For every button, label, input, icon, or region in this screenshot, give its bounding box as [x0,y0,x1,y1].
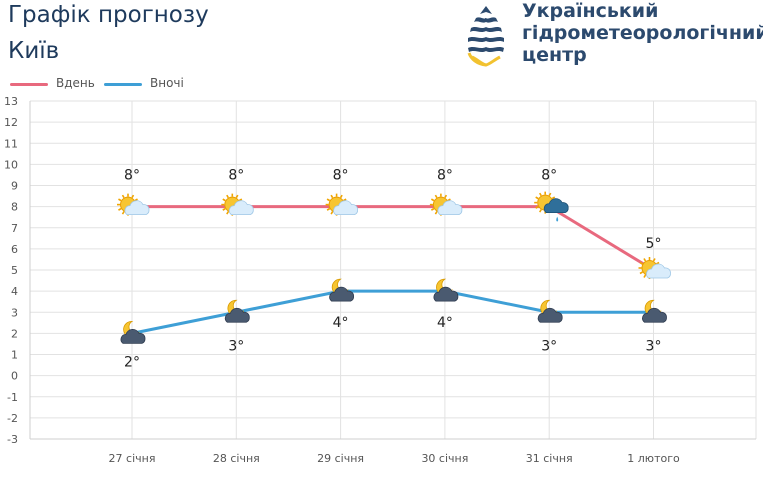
moon-cloud-icon [537,299,563,323]
x-tick-label: 31 січня [526,452,573,465]
sun-cloud-icon [117,193,150,216]
data-label-day: 8° [541,168,557,184]
y-tick-label: -3 [7,433,18,446]
x-tick-label: 27 січня [109,452,156,465]
organization-name-line3: центр [522,44,587,66]
legend-day-swatch [10,83,48,86]
sun-cloud-icon [429,193,463,216]
moon-cloud-icon [329,278,355,302]
organization-logo-block: Український гідрометеорологічний центр [462,0,763,72]
organization-name-line2: гідрометеорологічний [522,22,763,44]
page-title: Графік прогнозу [8,2,209,28]
data-label-night: 4° [437,315,453,331]
y-tick-label: 7 [11,222,18,235]
moon-cloud-icon [120,320,146,344]
y-tick-label: -1 [7,391,18,404]
series-line-day [132,205,655,272]
y-tick-label: 6 [11,243,18,256]
data-label-day: 8° [437,168,453,184]
y-tick-label: 12 [4,116,18,129]
data-label-night: 3° [541,338,557,354]
data-label-day: 8° [228,168,244,184]
data-label-day: 8° [333,168,349,184]
organization-name-line1: Український [522,0,659,22]
sun-cloud-icon [325,193,359,216]
data-label-night: 3° [228,338,244,354]
data-label-day: 8° [124,168,140,184]
y-tick-label: -2 [7,412,18,425]
data-label-night: 4° [333,315,349,331]
x-tick-label: 28 січня [213,452,260,465]
water-drop-logo-icon [467,6,504,67]
legend-night-swatch [104,83,142,86]
data-label-night: 3° [646,338,662,354]
y-tick-label: 4 [11,285,18,298]
sun-cloud-icon [638,257,671,279]
x-tick-label: 30 січня [421,452,468,465]
y-tick-label: 1 [11,349,18,362]
organization-name: Український гідрометеорологічний центр [522,0,763,66]
sun-cloud-icon [221,193,254,216]
moon-cloud-icon [433,278,459,302]
y-tick-label: 5 [11,264,18,277]
y-tick-label: 0 [11,370,18,383]
y-tick-label: 3 [11,306,18,319]
moon-cloud-icon [642,299,667,323]
y-tick-label: 8 [11,201,18,214]
x-tick-label: 1 лютого [627,452,680,465]
x-tick-label: 29 січня [317,452,364,465]
data-label-night: 2° [124,354,140,370]
series-line-night [131,289,654,335]
y-tick-label: 9 [11,180,18,193]
city-name: Київ [8,38,60,64]
data-label-day: 5° [646,236,662,252]
legend-day-label: Вдень [56,76,95,90]
y-tick-label: 13 [4,95,18,108]
moon-cloud-icon [224,299,250,323]
legend-night-label: Вночі [150,76,184,90]
y-tick-label: 2 [11,327,18,340]
y-tick-label: 10 [4,158,18,171]
sun-rain-cloud-icon [534,191,569,222]
y-tick-label: 11 [4,137,18,150]
